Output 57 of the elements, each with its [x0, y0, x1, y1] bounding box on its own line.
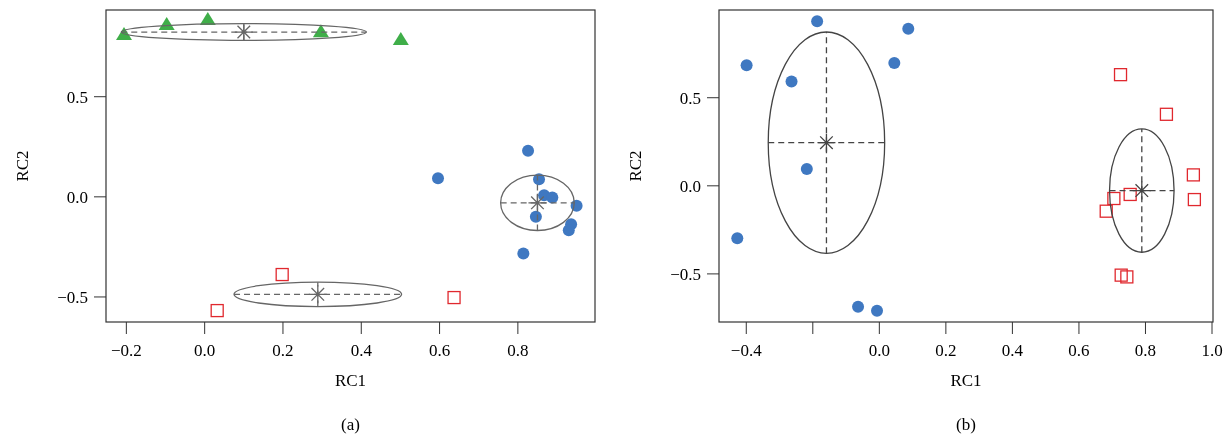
point — [447, 290, 461, 305]
point — [522, 144, 535, 157]
x-axis-title: RC1 — [334, 371, 367, 390]
point — [1113, 68, 1128, 82]
y-tick-label: 0.0 — [66, 187, 88, 207]
point — [871, 304, 884, 317]
point — [1120, 270, 1134, 284]
x-tick-label: 0.6 — [1068, 341, 1090, 360]
x-tick-label: 0.6 — [428, 341, 451, 360]
point — [1186, 168, 1201, 182]
point — [1114, 268, 1128, 282]
point — [432, 172, 444, 185]
x-tick-label: 0.0 — [868, 341, 890, 360]
y-tick-label: 0.5 — [679, 88, 701, 108]
x-tick-label: −0.4 — [730, 341, 763, 360]
point — [529, 210, 542, 223]
y-tick-label: 0.5 — [66, 87, 88, 107]
point — [1132, 180, 1152, 201]
x-tick-label: 0.8 — [1134, 341, 1157, 360]
point — [546, 191, 559, 204]
y-axis-title: RC2 — [13, 150, 32, 182]
y-tick-label: 0.0 — [679, 176, 701, 196]
point — [902, 22, 915, 35]
point — [562, 224, 575, 237]
y-tick-label: −0.5 — [57, 287, 88, 307]
point — [785, 75, 798, 88]
point — [811, 15, 824, 28]
point — [740, 59, 753, 72]
point — [1159, 107, 1174, 121]
point — [852, 300, 865, 313]
point — [888, 57, 901, 70]
x-tick-label: 0.4 — [1001, 341, 1024, 360]
y-tick-label: −0.5 — [670, 264, 701, 284]
point — [517, 247, 530, 260]
point — [800, 163, 813, 176]
y-axis-title: RC2 — [626, 150, 645, 182]
x-tick-label: 0.8 — [507, 341, 529, 360]
x-axis-title: RC1 — [950, 371, 982, 390]
x-tick-label: 0.4 — [350, 341, 373, 360]
point — [308, 284, 328, 305]
point — [1107, 191, 1121, 206]
x-tick-label: 0.2 — [935, 341, 957, 360]
x-tick-label: 0.0 — [194, 341, 216, 360]
point — [1187, 192, 1202, 207]
point — [275, 267, 289, 282]
x-tick-label: 0.2 — [272, 341, 294, 360]
x-tick-label: −0.2 — [110, 341, 142, 360]
point — [731, 232, 744, 245]
point — [210, 303, 224, 318]
point — [1099, 204, 1113, 218]
point — [234, 22, 254, 42]
point — [816, 133, 837, 153]
x-tick-label: 1.0 — [1201, 341, 1223, 360]
text: (b) — [956, 415, 976, 434]
point — [392, 32, 409, 46]
point — [1123, 187, 1137, 202]
text: (a) — [341, 415, 360, 434]
